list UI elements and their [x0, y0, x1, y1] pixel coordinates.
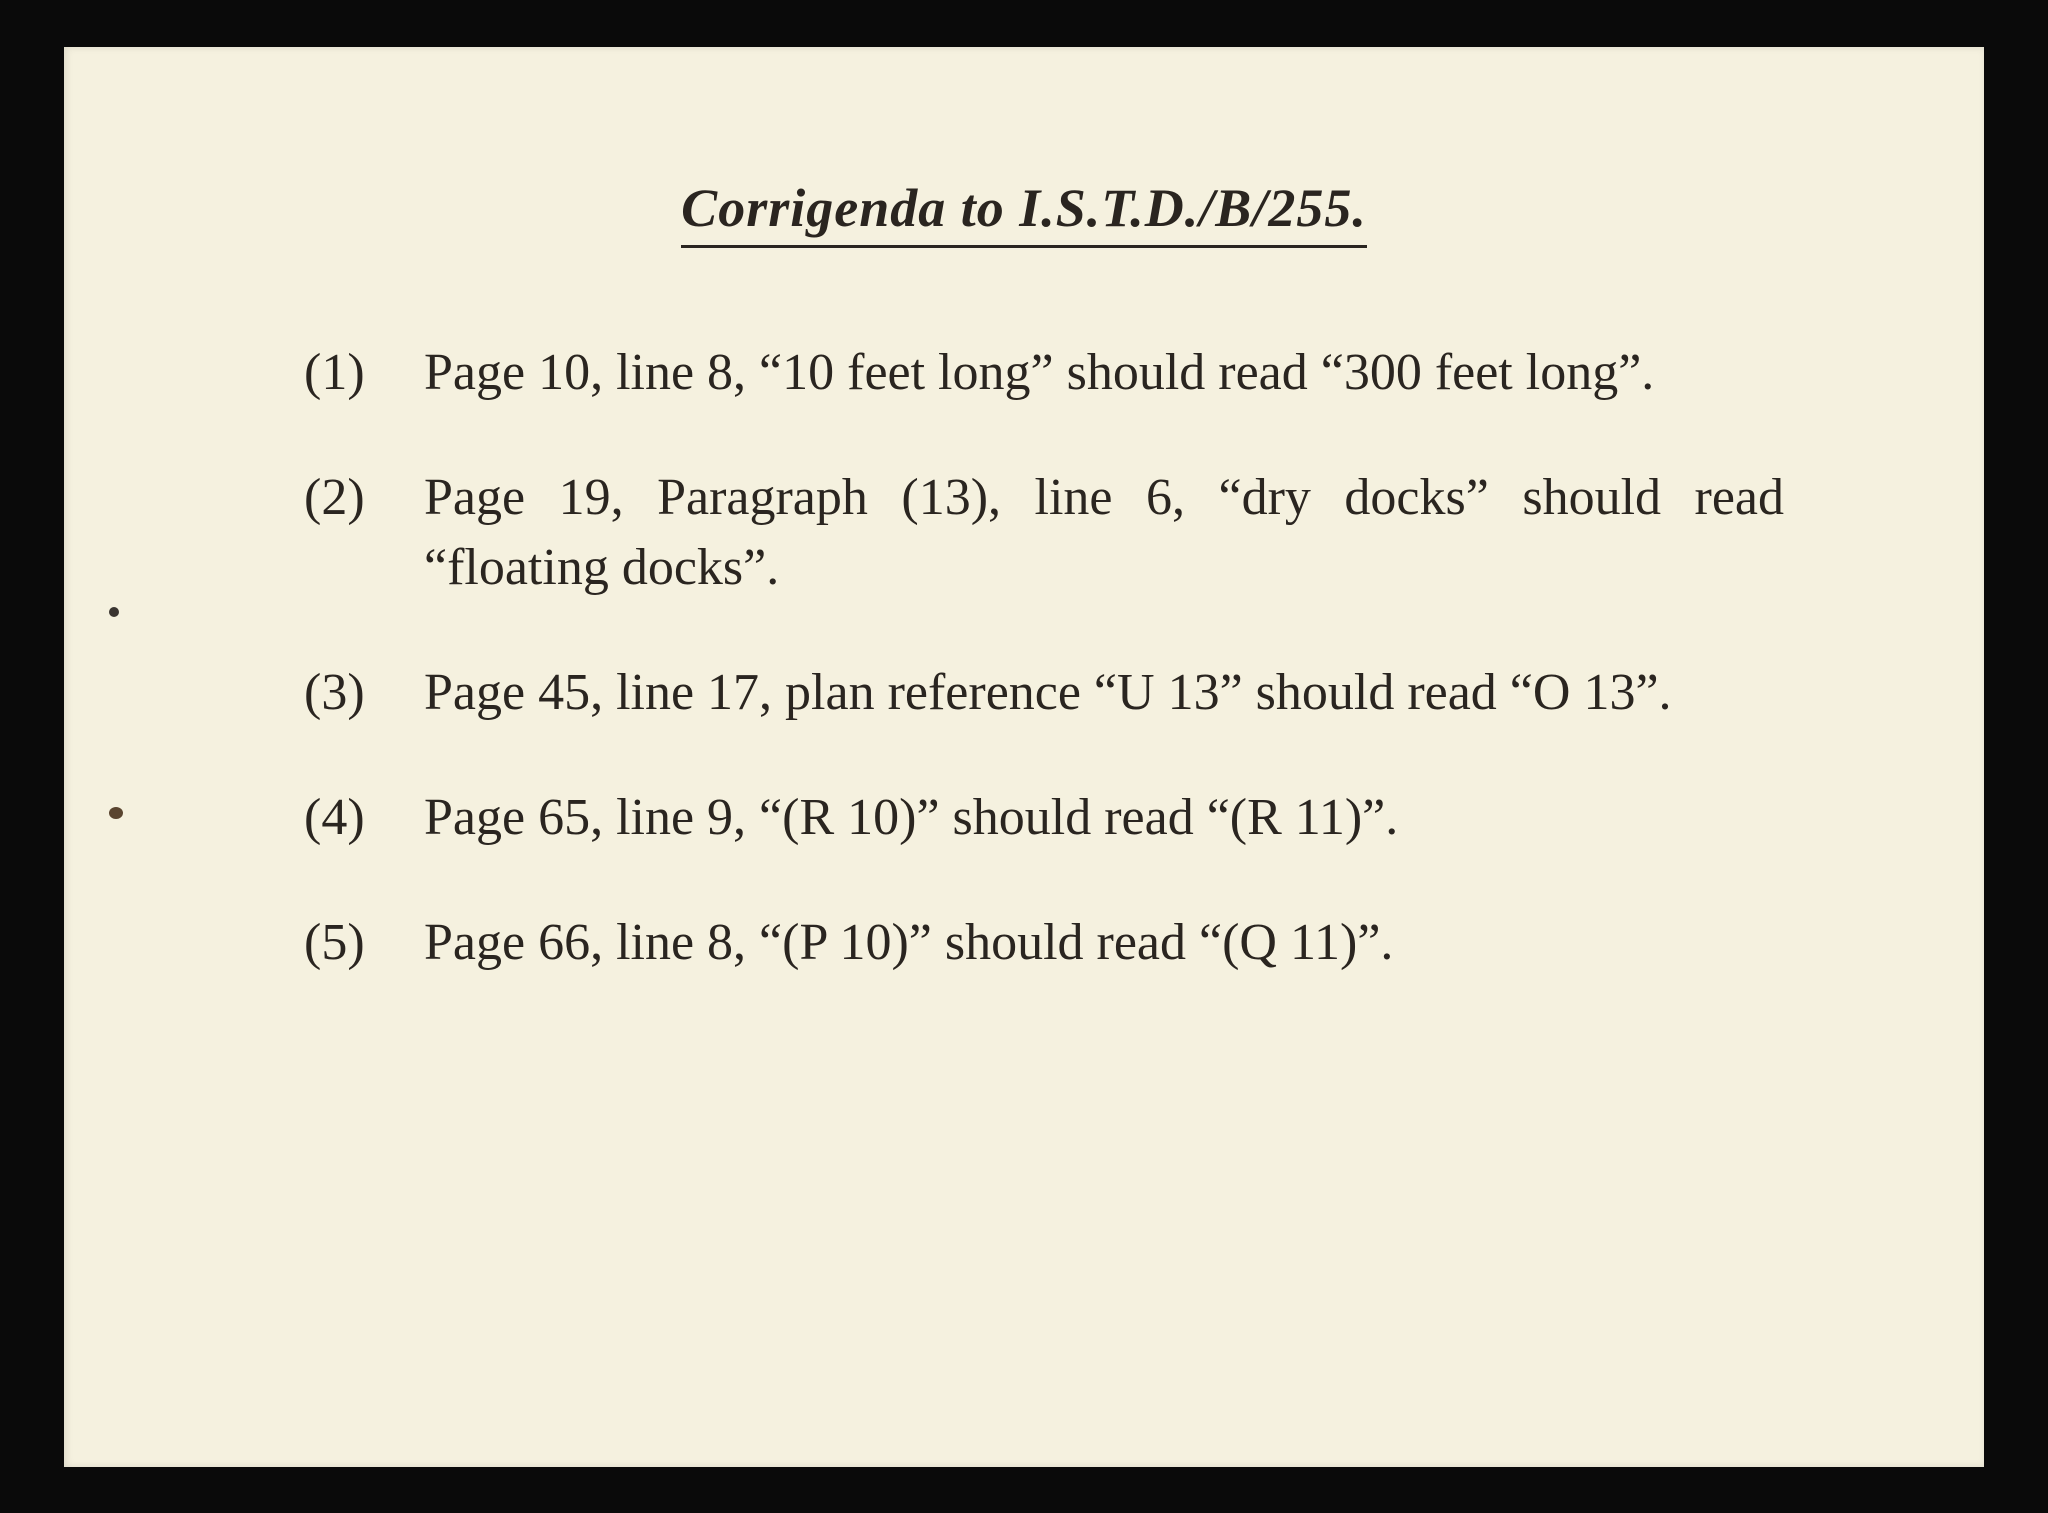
- list-item: (4) Page 65, line 9, “(R 10)” should rea…: [304, 783, 1784, 853]
- list-item: (3) Page 45, line 17, plan reference “U …: [304, 658, 1784, 728]
- item-number: (5): [304, 908, 424, 978]
- document-title: Corrigenda to I.S.T.D./B/255.: [264, 177, 1784, 248]
- item-text: Page 10, line 8, “10 feet long” should r…: [424, 338, 1784, 408]
- paper-blemish: [109, 607, 119, 617]
- item-text: Page 65, line 9, “(R 10)” should read “(…: [424, 783, 1784, 853]
- item-text: Page 66, line 8, “(P 10)” should read “(…: [424, 908, 1784, 978]
- document-page: Corrigenda to I.S.T.D./B/255. (1) Page 1…: [64, 47, 1984, 1467]
- corrigenda-list: (1) Page 10, line 8, “10 feet long” shou…: [264, 338, 1784, 979]
- item-number: (1): [304, 338, 424, 408]
- list-item: (5) Page 66, line 8, “(P 10)” should rea…: [304, 908, 1784, 978]
- list-item: (1) Page 10, line 8, “10 feet long” shou…: [304, 338, 1784, 408]
- item-text: Page 19, Paragraph (13), line 6, “dry do…: [424, 463, 1784, 603]
- list-item: (2) Page 19, Paragraph (13), line 6, “dr…: [304, 463, 1784, 603]
- item-number: (3): [304, 658, 424, 728]
- item-number: (4): [304, 783, 424, 853]
- paper-blemish: [109, 807, 123, 819]
- item-number: (2): [304, 463, 424, 603]
- title-text: Corrigenda to I.S.T.D./B/255.: [681, 177, 1367, 248]
- item-text: Page 45, line 17, plan reference “U 13” …: [424, 658, 1784, 728]
